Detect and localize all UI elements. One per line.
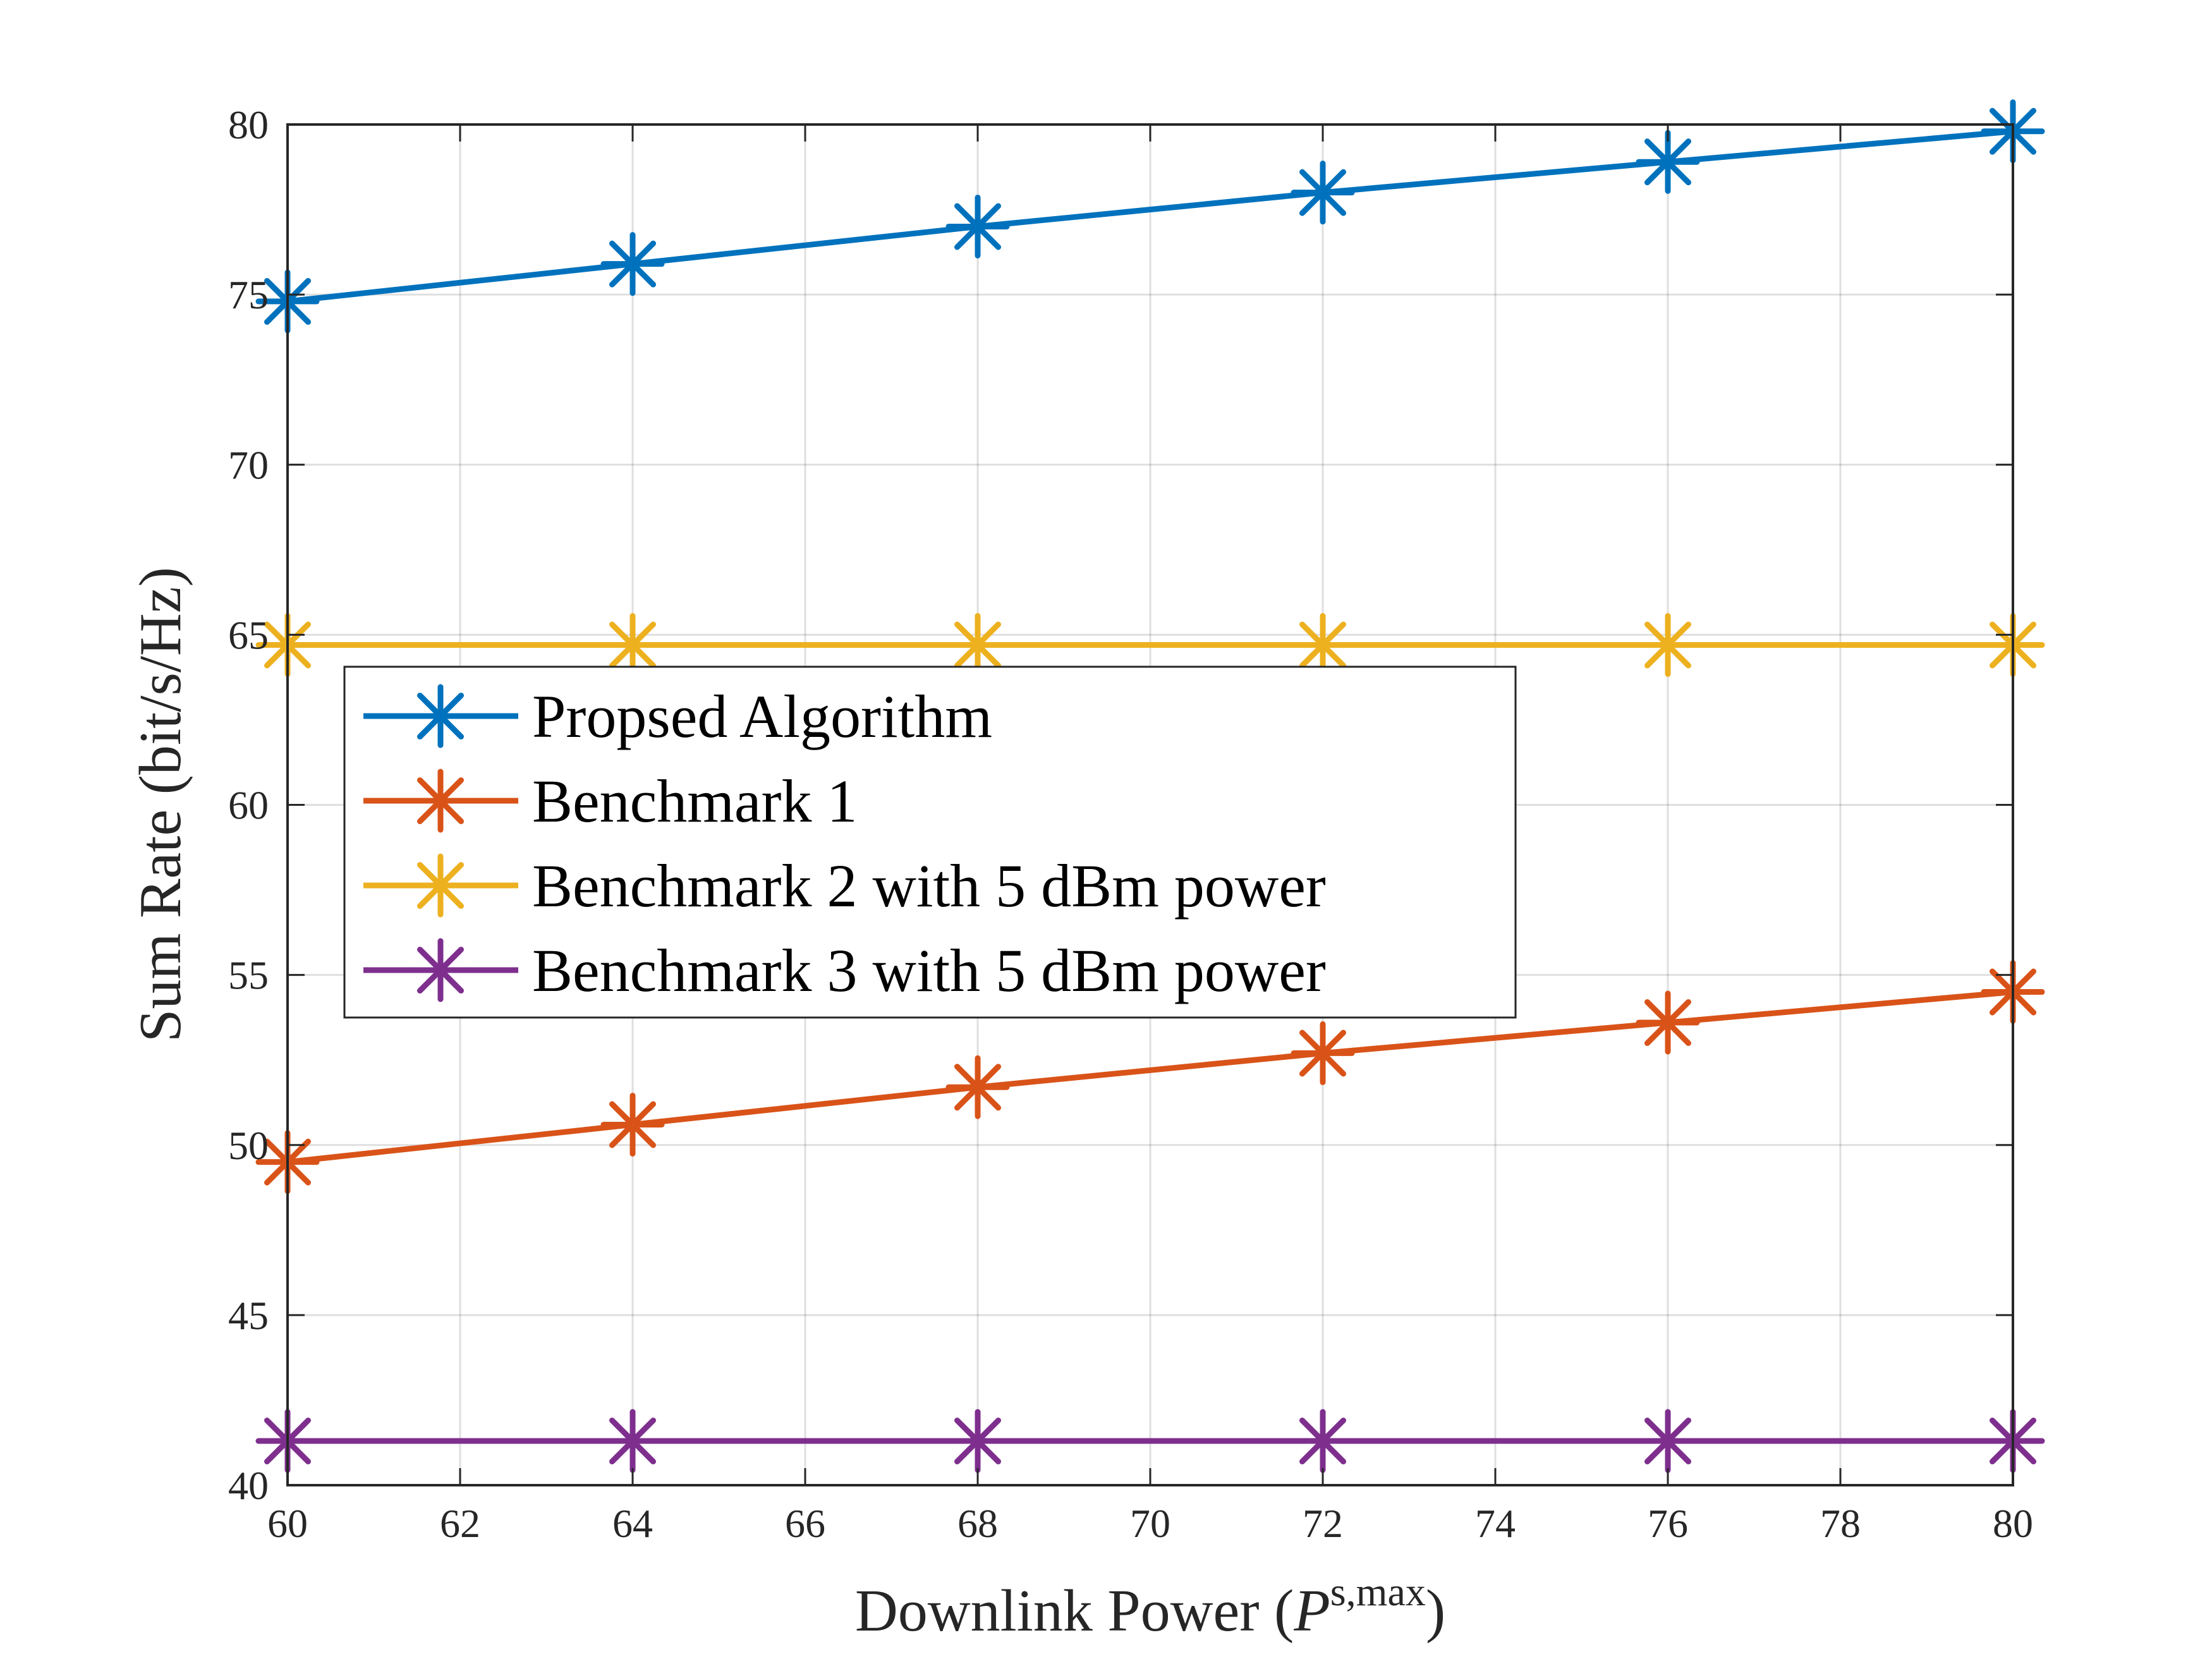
data-point	[945, 1055, 1010, 1119]
y-tick-label: 80	[228, 102, 269, 147]
data-point	[945, 613, 1010, 678]
legend-item: Benchmark 3 with 5 dBm power	[363, 937, 1326, 1004]
data-point	[1636, 990, 1700, 1055]
legend: Propsed Algorithm Benchmark 1 Benchmark 2 …	[343, 665, 1517, 1019]
legend-marker	[408, 853, 473, 918]
x-tick-label: 70	[1130, 1501, 1170, 1546]
legend-label: Benchmark 2 with 5 dBm power	[532, 852, 1326, 920]
legend-box	[343, 665, 1517, 1019]
y-tick-label: 40	[228, 1463, 269, 1508]
y-tick-label: 45	[228, 1293, 269, 1338]
data-point	[1291, 1021, 1355, 1085]
data-point	[1291, 613, 1355, 678]
y-tick-label: 75	[228, 272, 269, 317]
legend-marker	[408, 938, 473, 1002]
x-tick-label: 64	[612, 1501, 653, 1546]
x-tick-label: 74	[1475, 1501, 1516, 1546]
data-point	[600, 613, 665, 678]
data-point	[1291, 1409, 1355, 1473]
x-tick-label: 68	[957, 1501, 998, 1546]
y-tick-label: 60	[228, 783, 269, 828]
x-axis-label-superscript: s,max	[1330, 1569, 1426, 1614]
data-point	[1636, 130, 1700, 194]
data-point	[945, 1409, 1010, 1473]
data-point	[945, 194, 1010, 258]
x-axis-label-close: )	[1426, 1578, 1445, 1644]
legend-marker	[408, 769, 473, 833]
x-axis-label-text: Downlink Power (	[855, 1578, 1294, 1644]
data-point	[600, 232, 665, 296]
data-point	[600, 1409, 665, 1473]
legend-marker	[408, 684, 473, 748]
x-tick-label: 80	[1993, 1501, 2033, 1546]
legend-label: Benchmark 1	[532, 767, 858, 835]
x-axis-label: Downlink Power (Ps,max)	[855, 1569, 1445, 1644]
x-tick-label: 76	[1648, 1501, 1688, 1546]
legend-label: Benchmark 3 with 5 dBm power	[532, 937, 1326, 1004]
y-axis-label: Sum Rate (bit/s/Hz)	[128, 567, 193, 1042]
legend-item: Propsed Algorithm	[363, 683, 992, 750]
x-tick-label: 78	[1820, 1501, 1861, 1546]
x-tick-label: 72	[1303, 1501, 1343, 1546]
legend-label: Propsed Algorithm	[532, 683, 992, 750]
x-tick-label: 62	[440, 1501, 480, 1546]
x-tick-label: 66	[785, 1501, 825, 1546]
y-tick-label: 55	[228, 953, 269, 998]
series-line	[287, 128, 2014, 305]
data-point	[1636, 613, 1700, 678]
x-tick-label: 60	[267, 1501, 308, 1546]
y-tick-label: 50	[228, 1123, 269, 1168]
legend-item: Benchmark 1	[363, 767, 858, 835]
axis-ticks	[286, 123, 2014, 1486]
data-point	[1291, 161, 1355, 225]
series-line	[287, 989, 2014, 1165]
legend-item: Benchmark 2 with 5 dBm power	[363, 852, 1326, 920]
y-tick-label: 70	[228, 442, 269, 487]
data-point	[1636, 1409, 1700, 1473]
y-tick-label: 65	[228, 612, 269, 657]
tick-labels: 60 62 64 66 68 70 72 74 76 78 80 40 45 50 55 60 65 70 75 80	[228, 102, 2033, 1546]
data-point	[600, 1092, 665, 1157]
x-axis-label-symbol: P	[1293, 1578, 1330, 1644]
